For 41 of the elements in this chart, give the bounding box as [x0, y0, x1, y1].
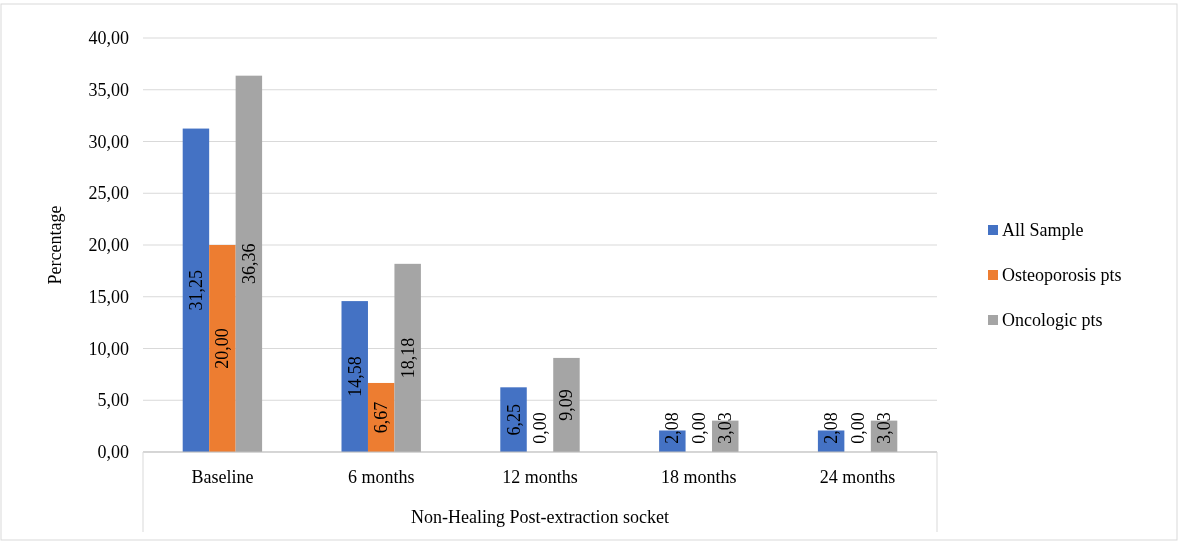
bar	[500, 387, 527, 452]
data-label: 6,67	[371, 401, 392, 434]
data-label: 2,08	[821, 412, 842, 444]
y-axis-title: Percentage	[45, 205, 65, 285]
x-tick-label: Baseline	[191, 467, 254, 487]
bar	[182, 128, 210, 452]
y-tick-label: 35,00	[88, 79, 129, 100]
y-tick-label: 15,00	[88, 286, 129, 307]
data-label: 0,00	[847, 412, 868, 444]
x-tick-label: 18 months	[661, 467, 737, 487]
legend-label: Osteoporosis pts	[1002, 265, 1122, 285]
data-label: 36,36	[238, 243, 259, 285]
x-axis-title: Non-Healing Post-extraction socket	[411, 507, 669, 527]
data-label: 9,09	[556, 389, 577, 421]
x-tick-label: 24 months	[819, 467, 896, 487]
y-tick-label: 10,00	[88, 338, 129, 359]
bar	[553, 357, 580, 452]
legend-label: Oncologic pts	[1002, 310, 1103, 330]
y-tick-label: 30,00	[88, 131, 129, 152]
y-tick-label: 40,00	[88, 28, 129, 48]
y-tick-label: 20,00	[88, 235, 129, 255]
y-tick-label: 5,00	[97, 390, 129, 411]
y-tick-label: 0,00	[97, 442, 129, 462]
data-label: 31,25	[185, 270, 206, 311]
legend-label: All Sample	[1002, 220, 1084, 240]
bar	[394, 263, 421, 452]
data-label: 20,00	[212, 328, 233, 369]
x-tick-label: 6 months	[347, 467, 415, 487]
y-tick-label: 25,00	[88, 183, 129, 204]
data-label: 2,08	[662, 412, 683, 444]
x-tick-label: 12 months	[502, 467, 578, 487]
data-label: 0,00	[688, 412, 709, 444]
data-label: 18,18	[397, 337, 418, 379]
data-label: 3,03	[715, 412, 736, 444]
bar	[235, 75, 263, 452]
bar	[209, 245, 236, 452]
data-label: 14,58	[344, 356, 365, 397]
data-label: 0,00	[530, 412, 550, 444]
bar	[341, 301, 368, 452]
data-label: 6,25	[503, 403, 524, 436]
data-label: 3,03	[874, 412, 895, 444]
